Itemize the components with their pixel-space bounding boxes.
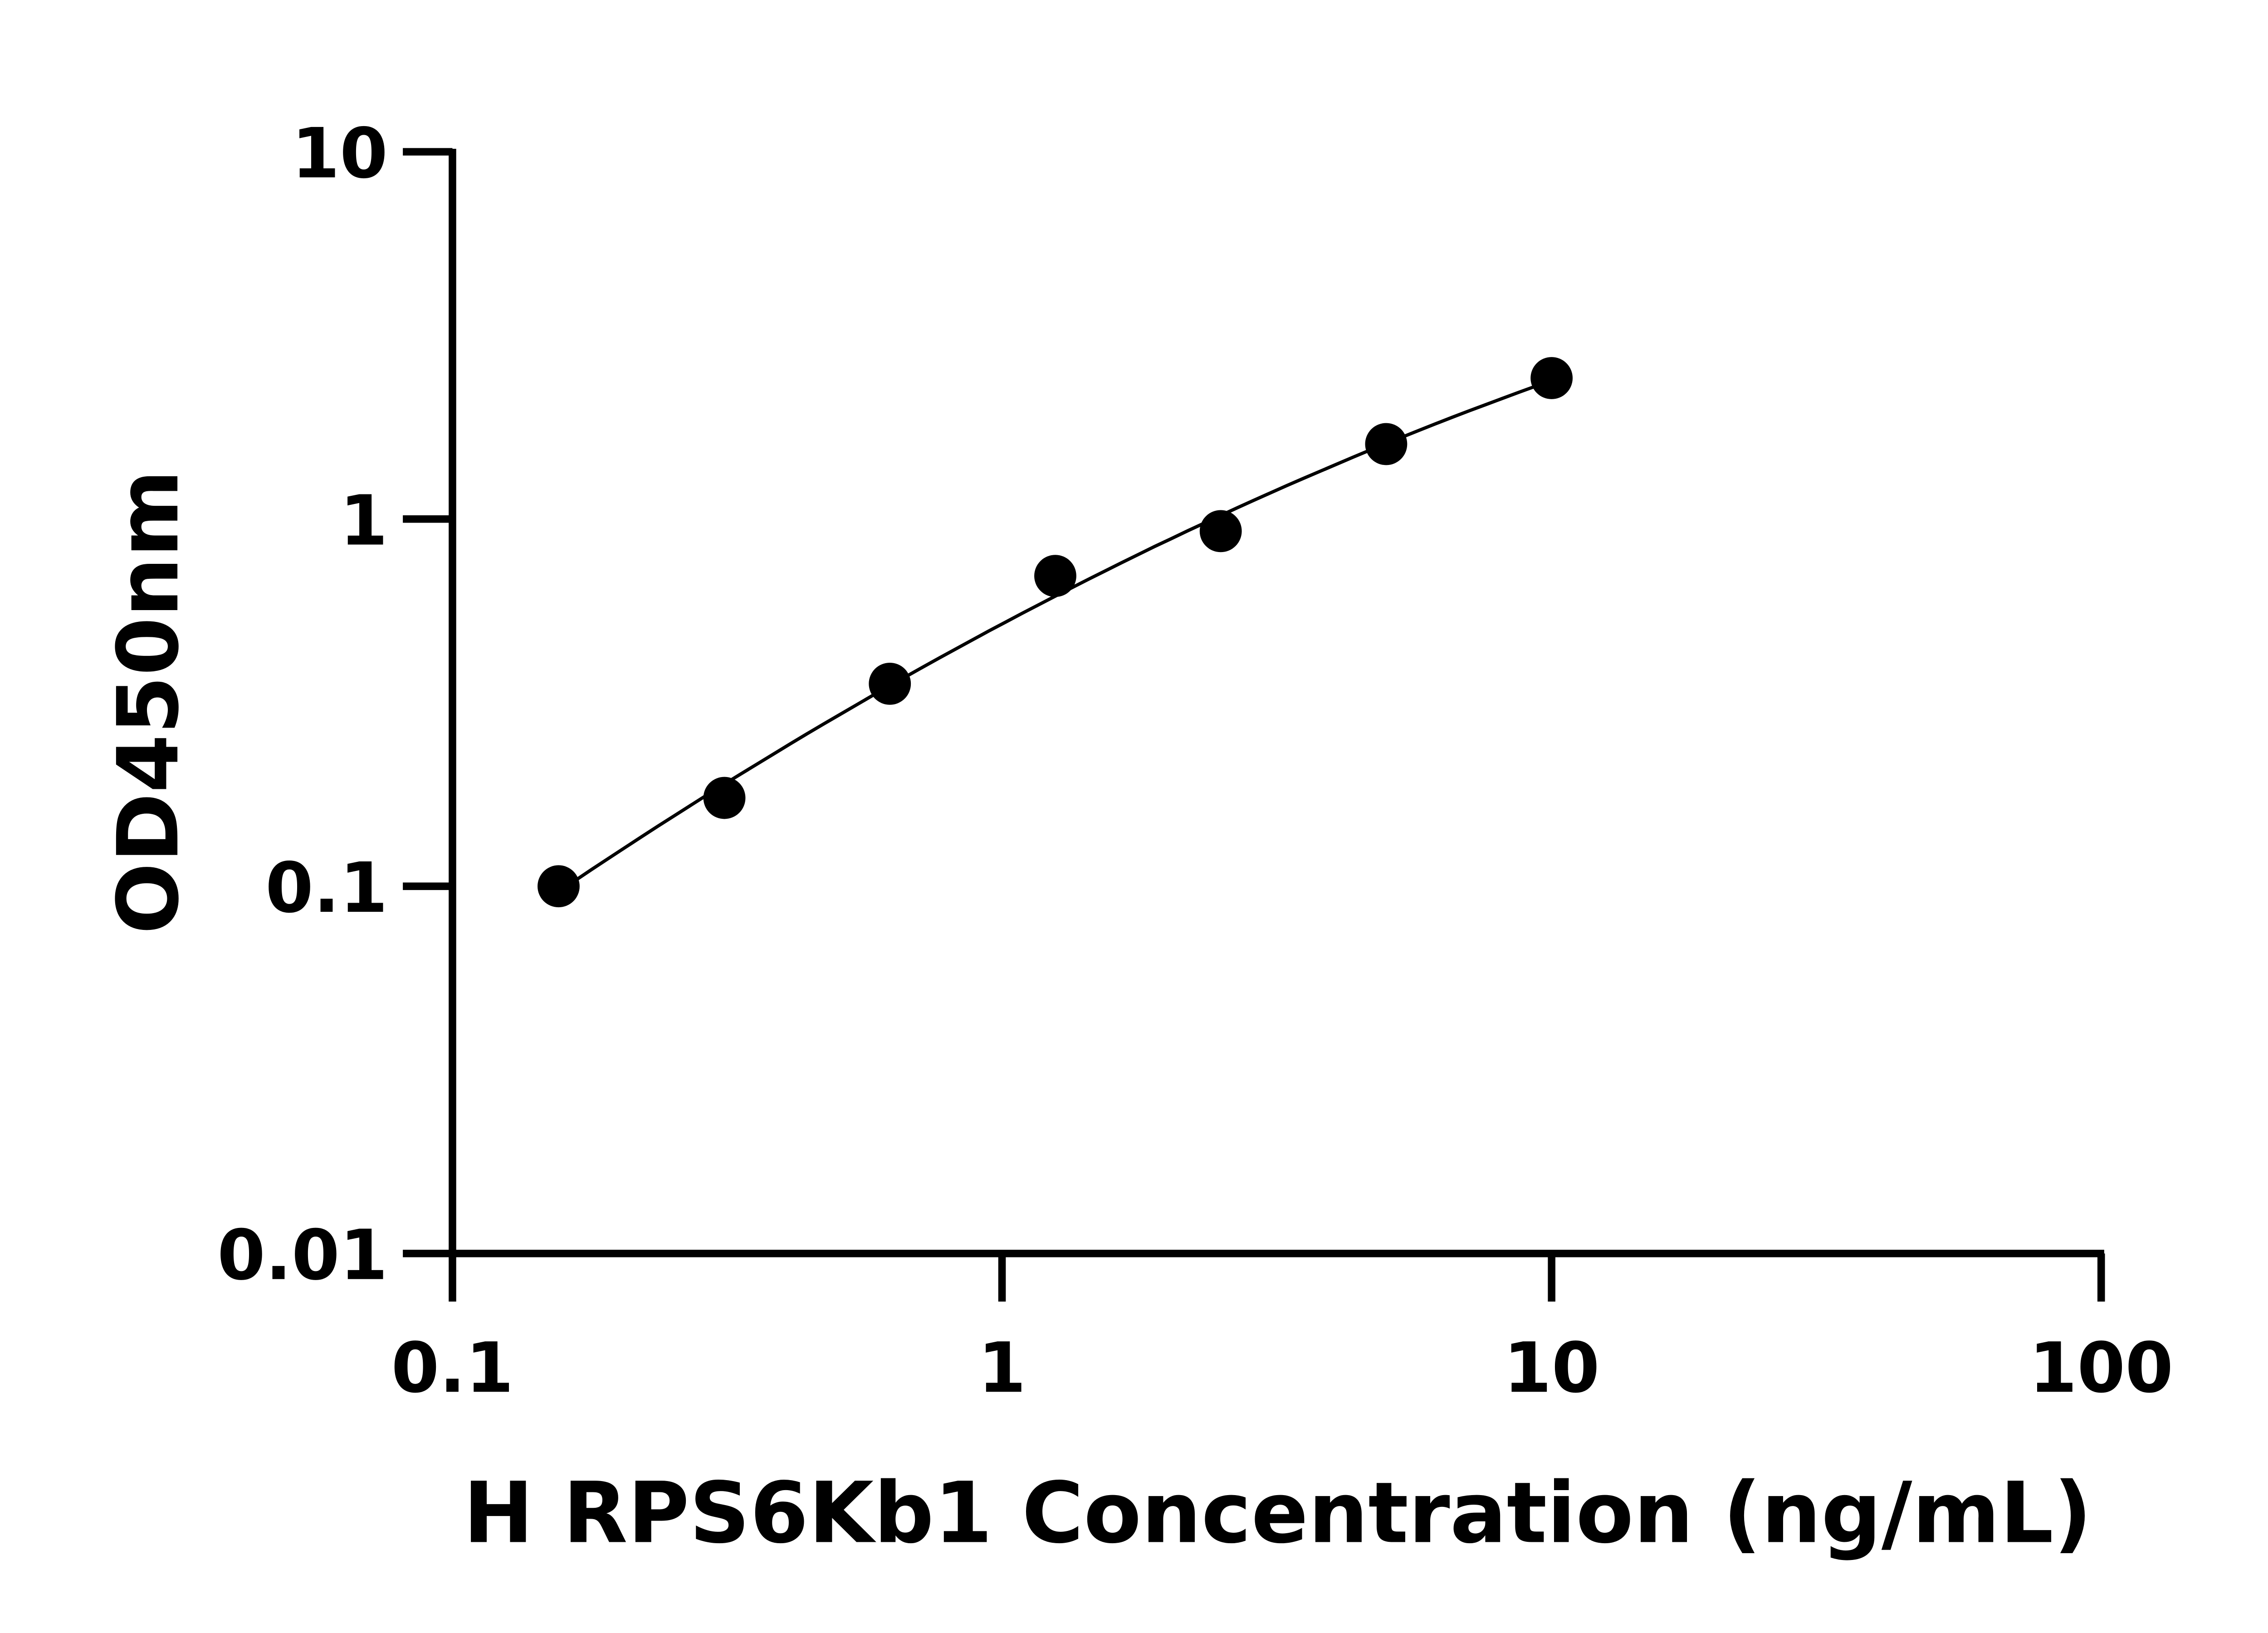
data-point	[703, 777, 746, 819]
x-axis-label: H RPS6Kb1 Concentration (ng/mL)	[463, 1464, 2092, 1562]
data-point	[1530, 357, 1573, 399]
data-point	[538, 865, 580, 908]
axes	[449, 149, 2104, 1257]
x-tick-label: 0.1	[391, 1328, 513, 1408]
y-axis-label: OD450nm	[99, 469, 197, 934]
data-point	[1034, 555, 1076, 597]
data-point	[1365, 423, 1408, 465]
y-tick-label: 0.01	[217, 1215, 388, 1296]
x-tick-label: 10	[1504, 1328, 1600, 1408]
data-point	[1199, 510, 1242, 552]
x-tick-label: 1	[978, 1328, 1026, 1408]
y-tick-label: 10	[292, 113, 388, 194]
fit-curve	[557, 379, 1552, 893]
x-tick-label: 100	[2029, 1328, 2173, 1408]
y-tick-label: 0.1	[265, 848, 388, 928]
y-tick-label: 1	[340, 481, 388, 561]
data-point	[869, 662, 911, 705]
